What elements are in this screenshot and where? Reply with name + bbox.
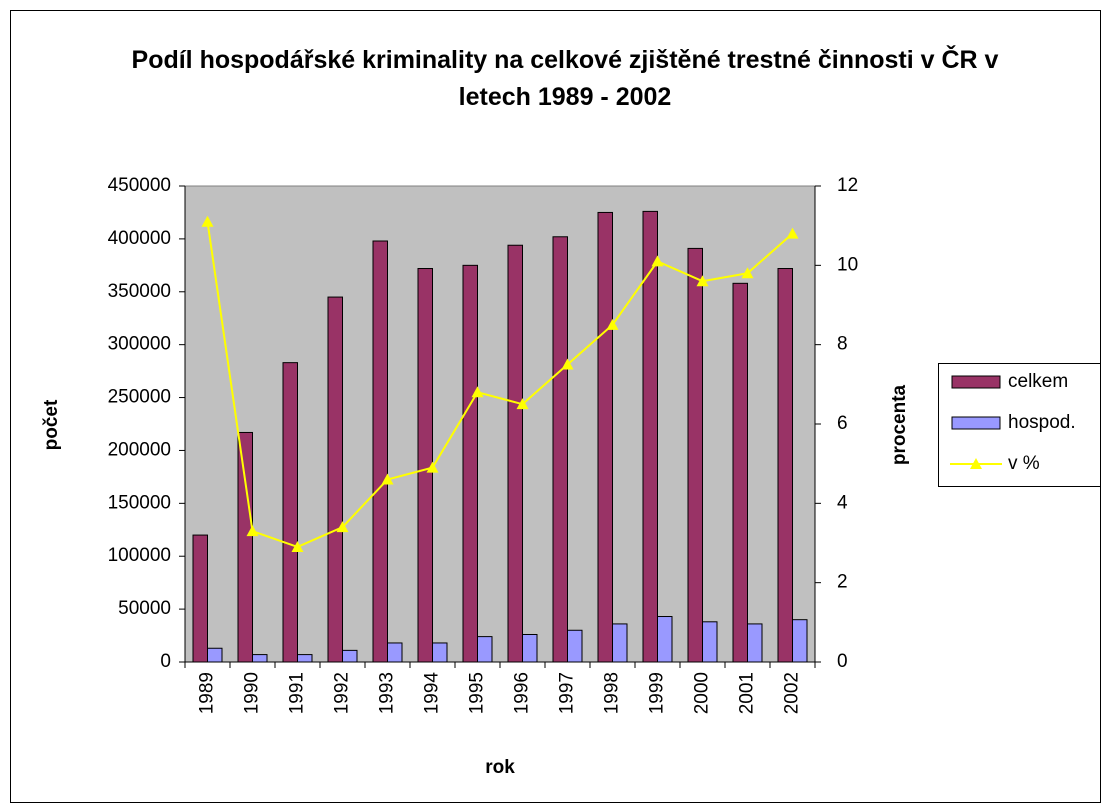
y2-tick-label: 12 [837, 175, 858, 196]
marker [516, 398, 529, 410]
x-tick-label: 1995 [467, 672, 488, 714]
y-axis-title: počet [41, 399, 62, 450]
bar [612, 623, 628, 663]
marker [561, 358, 574, 370]
x-axis-title: rok [485, 757, 515, 778]
x-tick-label: 1990 [242, 672, 263, 714]
x-tick-label: 2002 [782, 672, 803, 714]
bar [297, 654, 313, 663]
bar [567, 629, 583, 663]
y-tick-label: 200000 [108, 439, 171, 460]
bar [507, 244, 523, 663]
bar [372, 240, 388, 663]
x-tick-label: 1996 [512, 672, 533, 714]
bar [192, 534, 208, 663]
bar [432, 642, 448, 663]
bar [702, 621, 718, 663]
x-tick-label: 1994 [422, 672, 443, 715]
marker [696, 275, 709, 287]
y2-axis-title: procenta [889, 384, 910, 465]
marker [291, 540, 304, 552]
y-tick-label: 300000 [108, 334, 171, 355]
legend-swatch [951, 375, 1001, 389]
bar [687, 247, 703, 663]
y-tick-label: 100000 [108, 545, 171, 566]
bar [387, 642, 403, 663]
plot-area [184, 185, 816, 663]
marker [381, 473, 394, 485]
bar [657, 616, 673, 663]
bar [477, 636, 493, 663]
y-tick-label: 0 [160, 651, 171, 672]
marker [336, 521, 349, 533]
y-tick-label: 450000 [108, 175, 171, 196]
y-tick-label: 150000 [108, 492, 171, 513]
bar [522, 633, 538, 663]
y-tick-label: 250000 [108, 387, 171, 408]
x-tick-label: 1991 [287, 672, 308, 714]
bar [792, 619, 808, 663]
marker [246, 525, 259, 537]
marker [471, 386, 484, 398]
x-tick-label: 1997 [557, 672, 578, 714]
legend-label: celkem [1008, 371, 1068, 392]
x-tick-label: 1998 [602, 672, 623, 714]
legend-label: hospod. [1008, 412, 1076, 433]
line [206, 221, 794, 549]
y2-tick-label: 10 [837, 254, 858, 275]
y2-tick-label: 2 [837, 572, 848, 593]
marker [741, 267, 754, 279]
y-tick-label: 400000 [108, 228, 171, 249]
bar [252, 654, 268, 663]
marker [426, 461, 439, 473]
chart-title: Podíl hospodářské kriminality na celkové… [131, 46, 999, 111]
legend-marker [970, 458, 982, 469]
y-tick-label: 50000 [118, 598, 171, 619]
bar [342, 649, 358, 663]
y2-tick-label: 6 [837, 413, 848, 434]
y2-tick-label: 4 [837, 492, 848, 513]
y2-tick-label: 0 [837, 651, 848, 672]
x-tick-label: 2001 [737, 672, 758, 714]
x-tick-label: 1992 [332, 672, 353, 714]
bar [552, 236, 568, 663]
marker [606, 318, 619, 330]
bar [282, 362, 298, 663]
bar [327, 296, 343, 663]
bar [417, 268, 433, 663]
marker [651, 255, 664, 267]
y-tick-label: 350000 [108, 281, 171, 302]
x-tick-label: 2000 [692, 672, 713, 714]
y2-tick-label: 8 [837, 334, 848, 355]
bar [207, 647, 223, 663]
legend-swatch [951, 416, 1001, 430]
bar [777, 268, 793, 663]
bar [747, 623, 763, 663]
bar [462, 264, 478, 663]
legend-label: v % [1008, 453, 1040, 474]
marker [786, 227, 799, 239]
bar [597, 211, 613, 663]
x-tick-label: 1993 [377, 672, 398, 714]
x-tick-label: 1999 [647, 672, 668, 714]
bar [732, 282, 748, 663]
marker [201, 215, 214, 227]
x-tick-label: 1989 [197, 672, 218, 714]
bar [237, 431, 253, 663]
